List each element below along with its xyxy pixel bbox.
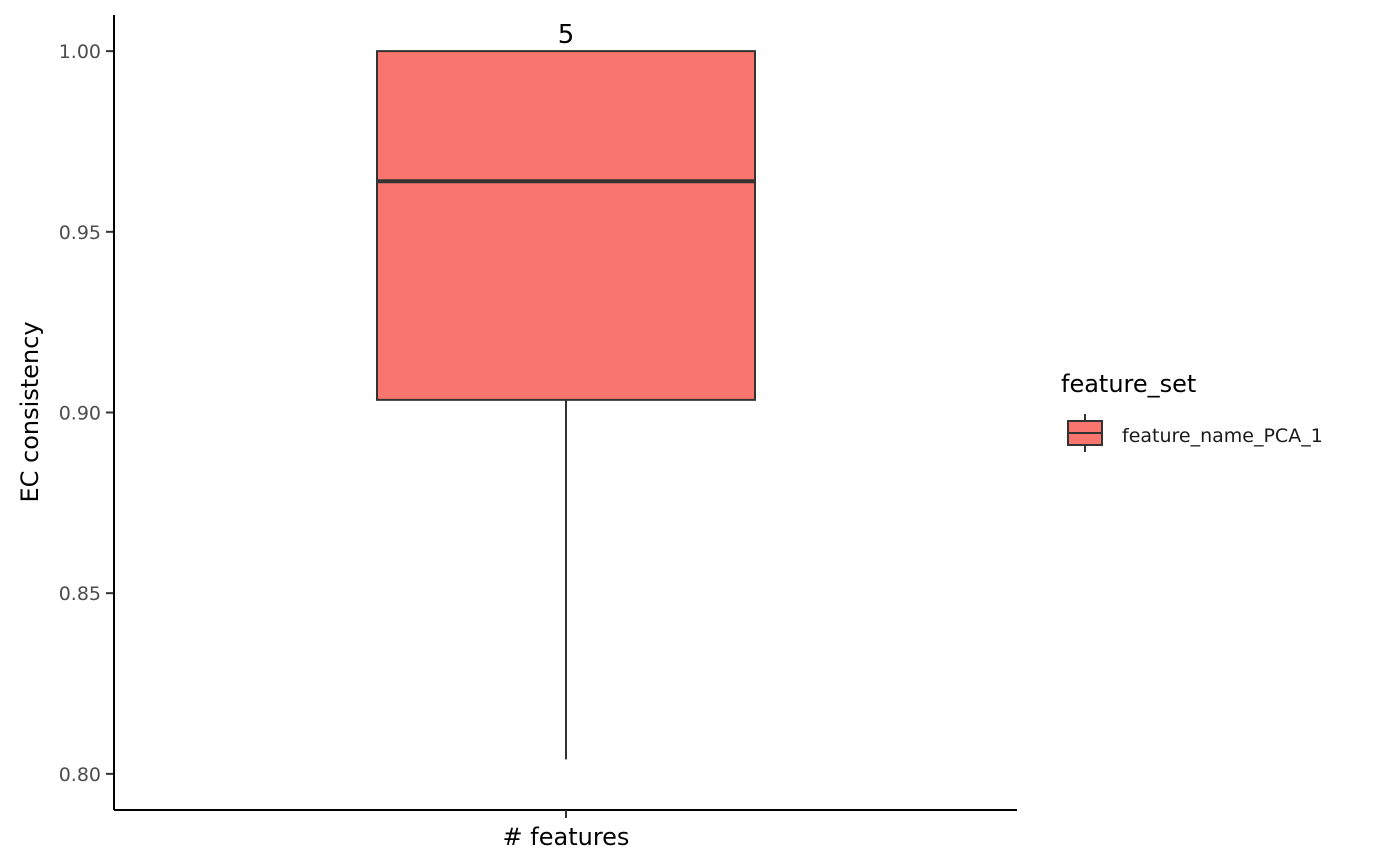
y-tick-label: 0.90: [59, 403, 101, 425]
y-tick-label: 0.85: [59, 583, 101, 605]
x-tick-label: # features: [503, 823, 630, 851]
box-iqr: [376, 50, 756, 401]
legend-label: feature_name_PCA_1: [1122, 425, 1323, 447]
y-tick-label: 0.95: [59, 222, 101, 244]
y-axis-title: EC consistency: [16, 321, 44, 502]
legend-title: feature_set: [1061, 370, 1196, 398]
legend-key: [1067, 414, 1103, 452]
y-tick-label: 0.80: [59, 764, 101, 786]
y-tick-label: 1.00: [59, 41, 101, 63]
y-axis-ticks: 0.80 0.85 0.90 0.95 1.00: [59, 41, 114, 786]
box-plot-series: 5: [376, 20, 756, 760]
count-label: 5: [558, 20, 575, 50]
legend: feature_set feature_name_PCA_1: [1061, 370, 1323, 452]
